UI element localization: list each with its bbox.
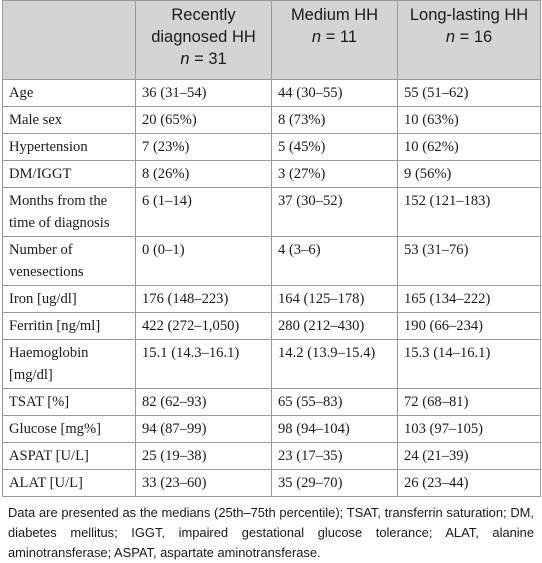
table-cell: 14.2 (13.9–15.4) <box>271 339 398 389</box>
n-value: 16 <box>473 28 493 46</box>
table-cell: 6 (1–14) <box>135 187 272 237</box>
table-header: Recently diagnosed HH n = 31 Medium HH n = … <box>2 0 541 80</box>
row-label-cell: Glucose [mg%] <box>2 415 136 443</box>
column-header-label: Long-lasting HH <box>409 6 529 24</box>
column-header-count: n = 16 <box>402 26 536 48</box>
n-symbol: n <box>445 28 455 46</box>
table-cell: 5 (45%) <box>271 133 398 161</box>
table-cell: 26 (23–44) <box>397 469 541 497</box>
table-cell: 10 (62%) <box>397 133 541 161</box>
table-cell: 35 (29–70) <box>271 469 398 497</box>
table-cell: 33 (23–60) <box>135 469 272 497</box>
row-label-cell: Age <box>2 79 136 107</box>
table-body: Age 36 (31–54) 44 (30–55) 55 (51–62) Male se… <box>2 79 541 497</box>
table-cell: 176 (148–223) <box>135 285 272 313</box>
table-cell: 55 (51–62) <box>397 79 541 107</box>
table-cell: 7 (23%) <box>135 133 272 161</box>
column-header-1: Recently diagnosed HH n = 31 <box>135 0 272 80</box>
row-label-cell: ALAT [U/L] <box>2 469 136 497</box>
row-label-cell: Hypertension <box>2 133 136 161</box>
table-row: Months from the time of diagnosis 6 (1–14… <box>2 187 541 237</box>
table-cell: 164 (125–178) <box>271 285 398 313</box>
table-cell: 15.1 (14.3–16.1) <box>135 339 272 389</box>
table-cell: 20 (65%) <box>135 106 272 134</box>
n-value: 31 <box>208 50 227 68</box>
n-equals: = <box>189 50 209 68</box>
table-cell: 4 (3–6) <box>271 236 398 286</box>
table-cell: 8 (26%) <box>135 160 272 188</box>
n-symbol: n <box>311 28 322 46</box>
table-cell: 190 (66–234) <box>397 312 541 340</box>
table-cell: 44 (30–55) <box>271 79 398 107</box>
table-row: Hypertension 7 (23%) 5 (45%) 10 (62%) <box>2 133 541 161</box>
table-row: Number of venesections 0 (0–1) 4 (3–6) 53 (… <box>2 236 541 286</box>
table-cell: 65 (55–83) <box>271 388 398 416</box>
data-table: Recently diagnosed HH n = 31 Medium HH n = … <box>2 0 541 497</box>
table-cell: 94 (87–99) <box>135 415 272 443</box>
n-equals: = <box>321 28 340 46</box>
table-cell: 98 (94–104) <box>271 415 398 443</box>
table-cell: 280 (212–430) <box>271 312 398 340</box>
row-label-cell: Months from the time of diagnosis <box>2 187 136 237</box>
table-cell: 152 (121–183) <box>397 187 541 237</box>
table-cell: 25 (19–38) <box>135 442 272 470</box>
table-row: Ferritin [ng/ml] 422 (272–1,050) 280 (212–… <box>2 312 541 340</box>
row-label-cell: Male sex <box>2 106 136 134</box>
table-footnote: Data are presented as the medians (25th–… <box>8 505 534 560</box>
column-header-2: Medium HH n = 11 <box>271 0 398 80</box>
n-equals: = <box>455 28 474 46</box>
n-symbol: n <box>180 50 190 68</box>
column-header-0 <box>2 0 136 80</box>
row-label-cell: TSAT [%] <box>2 388 136 416</box>
table-cell: 9 (56%) <box>397 160 541 188</box>
column-header-count: n = 11 <box>276 26 393 48</box>
table-row: TSAT [%] 82 (62–93) 65 (55–83) 72 (68–81) <box>2 388 541 416</box>
row-label-cell: Iron [ug/dl] <box>2 285 136 313</box>
row-label-cell: Number of venesections <box>2 236 136 286</box>
table-row: Haemoglobin [mg/dl] 15.1 (14.3–16.1) 14.2 … <box>2 339 541 389</box>
table-cell: 103 (97–105) <box>397 415 541 443</box>
table-row: Male sex 20 (65%) 8 (73%) 10 (63%) <box>2 106 541 134</box>
table-cell: 36 (31–54) <box>135 79 272 107</box>
table-cell: 8 (73%) <box>271 106 398 134</box>
table-cell: 0 (0–1) <box>135 236 272 286</box>
table-row: ASPAT [U/L] 25 (19–38) 23 (17–35) 24 (21–39… <box>2 442 541 470</box>
table-cell: 23 (17–35) <box>271 442 398 470</box>
table-row: DM/IGGT 8 (26%) 3 (27%) 9 (56%) <box>2 160 541 188</box>
table-row: Age 36 (31–54) 44 (30–55) 55 (51–62) <box>2 79 541 107</box>
table-cell: 53 (31–76) <box>397 236 541 286</box>
table-row: Glucose [mg%] 94 (87–99) 98 (94–104) 103 (9… <box>2 415 541 443</box>
row-label-cell: Ferritin [ng/ml] <box>2 312 136 340</box>
table-cell: 422 (272–1,050) <box>135 312 272 340</box>
header-row: Recently diagnosed HH n = 31 Medium HH n = … <box>2 0 541 80</box>
column-header-3: Long-lasting HH n = 16 <box>397 0 541 80</box>
row-label-cell: DM/IGGT <box>2 160 136 188</box>
table-cell: 24 (21–39) <box>397 442 541 470</box>
table-cell: 82 (62–93) <box>135 388 272 416</box>
table-row: Iron [ug/dl] 176 (148–223) 164 (125–178) 16… <box>2 285 541 313</box>
table-cell: 165 (134–222) <box>397 285 541 313</box>
table-cell: 72 (68–81) <box>397 388 541 416</box>
row-label-cell: Haemoglobin [mg/dl] <box>2 339 136 389</box>
n-value: 11 <box>339 28 358 46</box>
column-header-label: Medium HH <box>290 6 379 24</box>
column-header-label: Recently diagnosed HH <box>151 6 256 46</box>
row-label-cell: ASPAT [U/L] <box>2 442 136 470</box>
table-row: ALAT [U/L] 33 (23–60) 35 (29–70) 26 (23–44) <box>2 469 541 497</box>
table-cell: 15.3 (14–16.1) <box>397 339 541 389</box>
table-cell: 3 (27%) <box>271 160 398 188</box>
column-header-count: n = 31 <box>140 48 267 70</box>
table-cell: 10 (63%) <box>397 106 541 134</box>
table-cell: 37 (30–52) <box>271 187 398 237</box>
